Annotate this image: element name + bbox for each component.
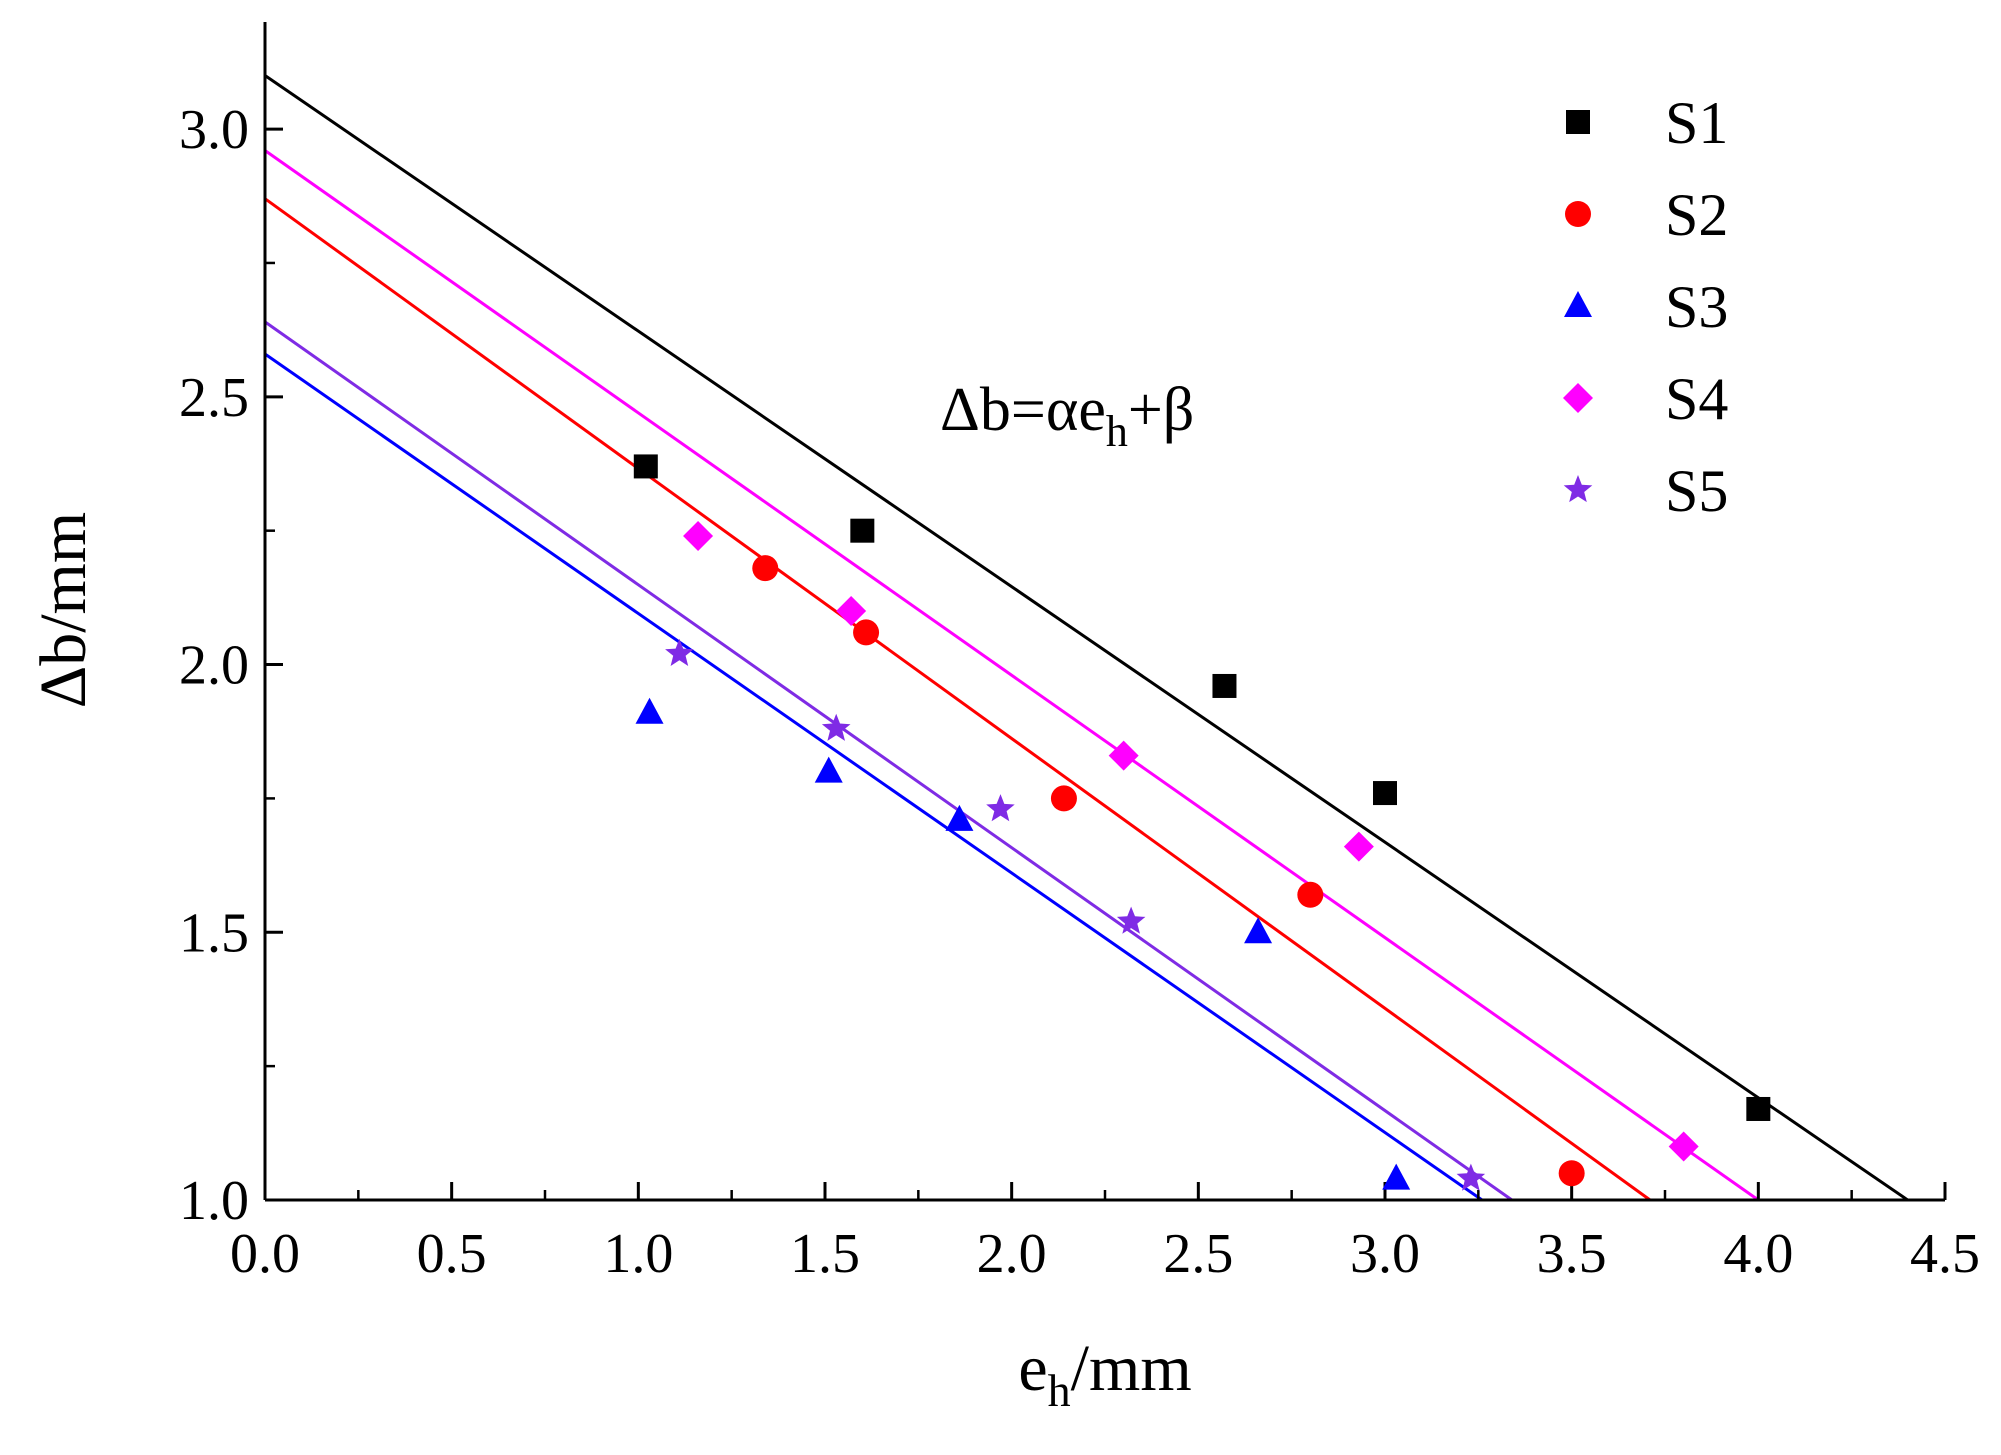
data-point-s3: [635, 697, 664, 724]
data-point-s3: [1382, 1163, 1411, 1190]
data-point-s4: [1668, 1131, 1699, 1162]
data-markers: [633, 454, 1771, 1191]
data-point-s1: [850, 518, 875, 543]
data-point-s2: [1297, 881, 1324, 908]
data-point-s4: [1343, 831, 1374, 862]
data-point-s3: [1244, 917, 1273, 944]
data-point-s4: [1108, 740, 1139, 771]
x-tick-label: 4.0: [1723, 1223, 1793, 1285]
y-tick-label: 2.0: [179, 635, 249, 697]
legend-label-s5: S5: [1665, 458, 1728, 524]
data-point-s2: [752, 555, 779, 582]
legend-label-s2: S2: [1665, 182, 1728, 248]
legend-marker-s4: [1563, 383, 1593, 413]
data-point-s1: [633, 454, 658, 479]
x-tick-label: 2.0: [977, 1223, 1047, 1285]
x-tick-label: 2.5: [1163, 1223, 1233, 1285]
legend-marker-s3: [1564, 291, 1592, 317]
data-point-s4: [683, 521, 714, 552]
legend-marker-s2: [1565, 201, 1591, 227]
x-tick-label: 0.5: [417, 1223, 487, 1285]
x-tick-label: 3.5: [1537, 1223, 1607, 1285]
x-axis-title: eh/mm: [1018, 1332, 1191, 1416]
legend-label-s3: S3: [1665, 274, 1728, 340]
y-tick-label: 1.0: [179, 1170, 249, 1232]
x-tick-label: 1.0: [603, 1223, 673, 1285]
data-point-s3: [814, 756, 843, 783]
data-point-s2: [1050, 785, 1077, 812]
y-tick-label: 3.0: [179, 99, 249, 161]
fit-lines: [264, 74, 1909, 1202]
data-point-s3: [945, 804, 974, 831]
legend-marker-s5: [1563, 475, 1593, 503]
x-tick-label: 1.5: [790, 1223, 860, 1285]
data-point-s1: [1212, 673, 1237, 698]
data-point-s5: [821, 713, 851, 741]
legend-marker-s1: [1566, 110, 1590, 134]
data-point-s1: [1746, 1096, 1771, 1121]
fit-line-s2: [264, 197, 1651, 1202]
y-axis-title: Δb/mm: [27, 512, 100, 708]
legend-label-s1: S1: [1665, 90, 1728, 156]
fit-line-s1: [264, 74, 1909, 1202]
fit-line-s4: [264, 149, 1760, 1202]
y-tick-label: 1.5: [179, 902, 249, 964]
data-point-s5: [1456, 1163, 1486, 1191]
x-tick-label: 4.5: [1910, 1223, 1980, 1285]
fit-line-s5: [264, 320, 1513, 1202]
data-point-s2: [853, 619, 880, 646]
legend: S1 S2 S3 S4 S5: [1563, 90, 1728, 524]
ticks: 0.0 0.5 1.0 1.5 2.0 2.5 3.0 3.5 4.0 4.5 1.0 1.5 2.0 2…: [179, 99, 1980, 1285]
data-point-s5: [665, 638, 694, 666]
y-tick-label: 2.5: [179, 367, 249, 429]
x-tick-label: 3.0: [1350, 1223, 1420, 1285]
legend-label-s4: S4: [1665, 366, 1728, 432]
data-point-s5: [986, 794, 1015, 822]
fit-line-s3: [264, 352, 1483, 1202]
data-point-s2: [1558, 1160, 1585, 1187]
data-point-s1: [1373, 781, 1397, 806]
x-tick-label: 0.0: [230, 1223, 300, 1285]
data-point-s5: [1116, 906, 1146, 934]
data-point-s4: [836, 596, 867, 626]
equation-annotation: Δb=αeh+β: [940, 376, 1194, 456]
